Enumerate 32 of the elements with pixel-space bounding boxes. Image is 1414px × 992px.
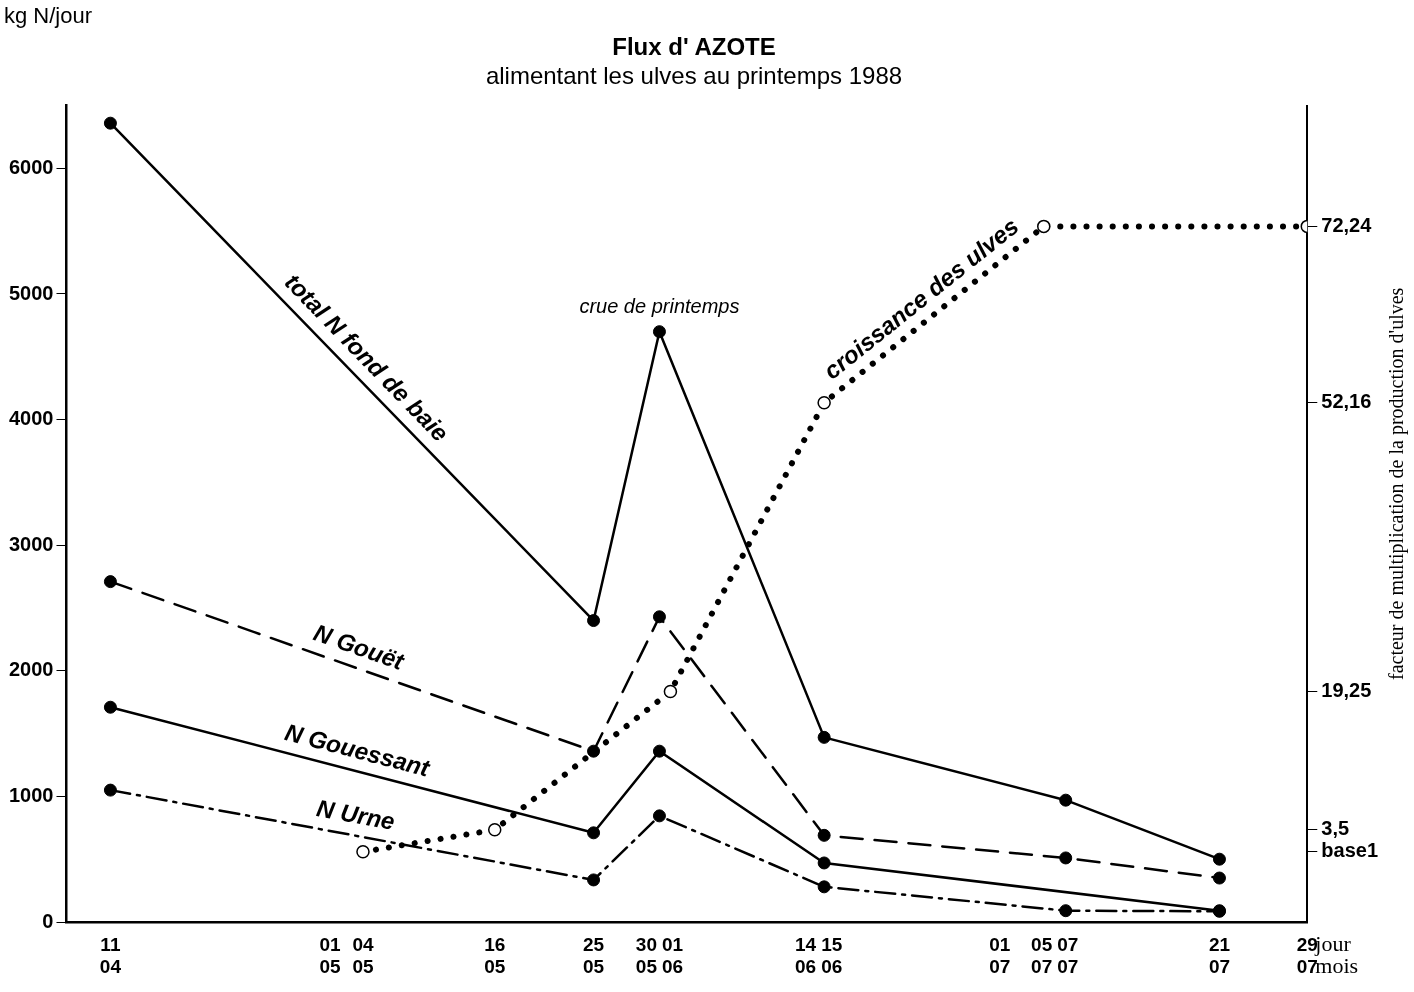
y2-tick-label: 52,16 <box>1321 390 1372 413</box>
x-tick-label: 07 07 <box>1057 933 1079 977</box>
y-tick-label: 6000 <box>8 155 54 178</box>
x-tick-label: 01 06 <box>661 933 684 977</box>
y2-axis-title: facteur de multiplication de la production d'ulves <box>1385 287 1409 680</box>
x-tick-label: 01 07 <box>989 933 1011 977</box>
x-tick-label: 05 07 <box>1031 933 1053 977</box>
y2-tick-label: base1 <box>1321 839 1379 862</box>
x-tick-label: 04 05 <box>352 933 374 977</box>
annotation: crue de printemps <box>579 295 740 318</box>
x-tick-label: 21 07 <box>1208 933 1231 977</box>
y-tick-label: 3000 <box>8 532 54 555</box>
y-tick-label: 4000 <box>8 407 54 430</box>
y2-tick-label: 3,5 <box>1321 817 1350 840</box>
y-tick-label: 2000 <box>8 658 54 681</box>
x-tick-label: 15 06 <box>821 933 843 977</box>
x-tick-label: 30 05 <box>635 933 658 977</box>
x-tick-label: 01 05 <box>319 933 342 977</box>
y-tick-label: 5000 <box>8 281 54 304</box>
chart-title: Flux d' AZOTE <box>612 33 776 61</box>
x-tick-label: 14 06 <box>795 933 817 977</box>
x-tick-label: 16 05 <box>484 933 506 977</box>
text: N Gouët <box>310 618 409 676</box>
y2-tick-label: 72,24 <box>1321 213 1373 236</box>
x-tick-label: 25 05 <box>582 933 605 977</box>
y-axis-title: kg N/jour <box>4 3 93 29</box>
y2-tick-label: 19,25 <box>1321 679 1372 702</box>
y-tick-label: 1000 <box>8 783 54 806</box>
chart-subtitle: alimentant les ulves au printemps 1988 <box>485 61 903 89</box>
x-tick-label: 11 04 <box>99 933 122 977</box>
y-tick-label: 0 <box>42 909 54 932</box>
text: N Urne <box>314 794 397 835</box>
